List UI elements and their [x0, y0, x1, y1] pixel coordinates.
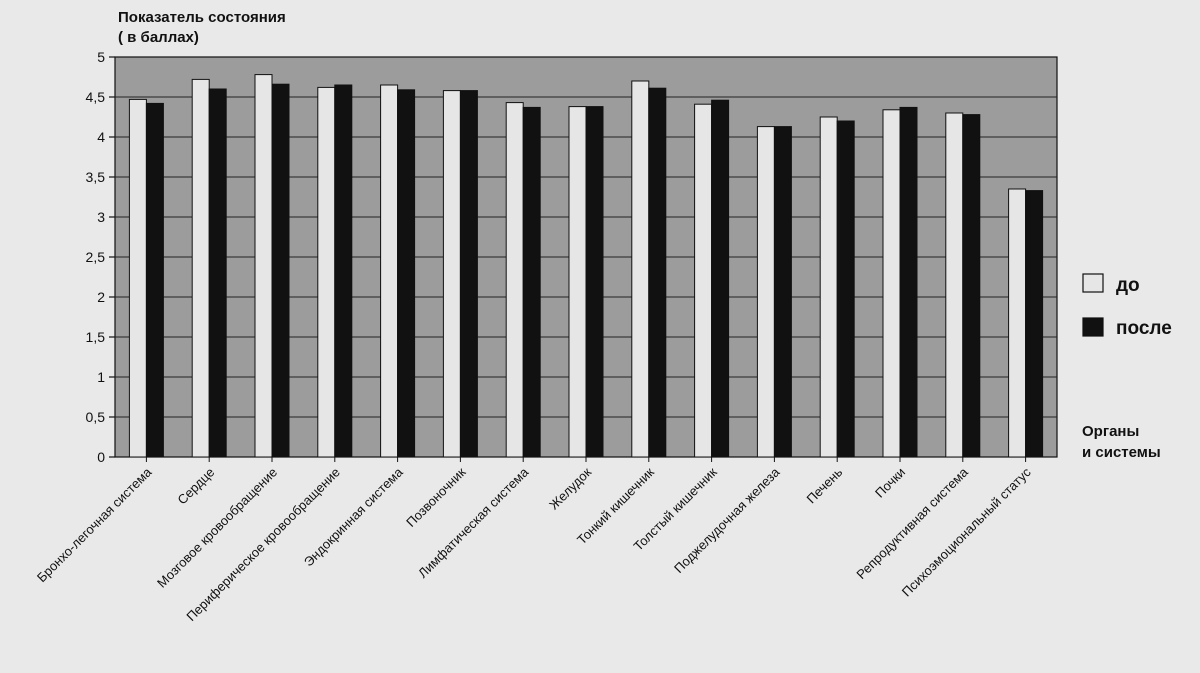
bars-group: [128, 74, 1044, 458]
category-label: Бронхо-легочная система: [34, 464, 155, 585]
y-tick-label: 0: [97, 449, 105, 465]
y-axis-ticks: 0 0,5 1 1,5 2 2,5 3 3,5 4 4,5 5: [86, 49, 115, 465]
bar-after: [585, 106, 604, 458]
category-label: Желудок: [546, 464, 594, 512]
y-axis-title-line1: Показатель состояния: [118, 9, 286, 26]
legend-label-before: до: [1116, 275, 1140, 296]
category-label: Позвоночник: [403, 464, 469, 530]
legend-swatch-before: [1082, 273, 1104, 293]
y-tick-label: 4: [97, 129, 105, 145]
y-tick-label: 3,5: [86, 169, 106, 185]
bar-after: [397, 89, 416, 458]
bar-before: [882, 109, 901, 458]
category-label: Поджелудочная железа: [671, 464, 783, 576]
category-label: Печень: [804, 464, 846, 506]
bar-after: [648, 87, 667, 458]
bar-after: [899, 106, 918, 458]
bar-before: [505, 102, 524, 458]
y-tick-label: 1,5: [86, 329, 106, 345]
y-tick-label: 0,5: [86, 409, 106, 425]
bar-after: [334, 84, 353, 458]
category-label: Психоэмоциональный статус: [899, 464, 1034, 599]
bar-before: [317, 86, 336, 458]
category-label: Мозговое кровообращение: [154, 465, 280, 591]
bar-before: [694, 103, 713, 458]
y-tick-label: 2,5: [86, 249, 106, 265]
bar-before: [1008, 188, 1027, 458]
bar-before: [945, 112, 964, 458]
bar-before: [254, 74, 273, 458]
y-axis-title-line2: ( в баллах): [118, 29, 199, 46]
bar-before: [380, 84, 399, 458]
y-tick-label: 4,5: [86, 89, 106, 105]
bar-before: [191, 78, 210, 458]
y-tick-label: 5: [97, 49, 105, 65]
legend-label-after: после: [1116, 318, 1172, 339]
bar-before: [568, 106, 587, 458]
legend-swatch-after: [1082, 317, 1104, 337]
bar-after: [145, 102, 164, 458]
category-label: Лимфатическая система: [415, 464, 532, 581]
bar-after: [1025, 190, 1044, 458]
bar-before: [819, 116, 838, 458]
x-axis-title-line1: Органы: [1082, 423, 1139, 440]
bar-after: [836, 120, 855, 458]
x-axis-title-line2: и системы: [1082, 444, 1161, 461]
category-label: Сердце: [174, 465, 217, 508]
bar-after: [711, 99, 730, 458]
bar-before: [631, 80, 650, 458]
y-tick-label: 1: [97, 369, 105, 385]
bar-after: [773, 126, 792, 458]
y-tick-label: 3: [97, 209, 105, 225]
category-label: Репродуктивная система: [853, 464, 971, 582]
legend: до после: [1082, 273, 1172, 339]
y-tick-label: 2: [97, 289, 105, 305]
bar-after: [522, 106, 541, 458]
bar-before: [128, 98, 147, 458]
bar-after: [271, 83, 290, 458]
bar-after: [962, 114, 981, 458]
bar-before: [756, 126, 775, 458]
category-label: Почки: [872, 465, 908, 501]
bar-after: [459, 90, 478, 458]
bar-before: [442, 90, 461, 458]
bar-after: [208, 88, 227, 458]
